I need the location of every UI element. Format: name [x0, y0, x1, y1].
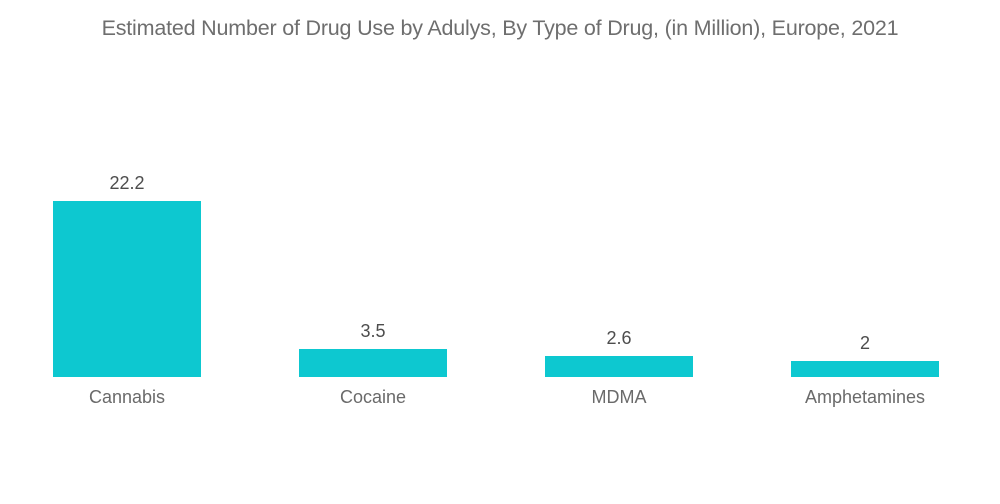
category-label-cannabis: Cannabis: [88, 387, 166, 407]
bar-group-cocaine: 3.5 Cocaine: [250, 0, 496, 407]
category-label-cocaine: Cocaine: [339, 387, 407, 407]
value-label-cannabis: 22.2: [109, 173, 145, 194]
bar-group-amphetamines: 2 Amphetamines: [742, 0, 988, 407]
bar-mdma[interactable]: [545, 356, 693, 377]
value-label-cocaine: 3.5: [360, 321, 386, 342]
bar-group-cannabis: 22.2 Cannabis: [4, 0, 250, 407]
chart-title: Estimated Number of Drug Use by Adulys, …: [101, 16, 899, 40]
bar-group-mdma: 2.6 MDMA: [496, 0, 742, 407]
bar-amphetamines[interactable]: [791, 361, 939, 377]
bar-cocaine[interactable]: [299, 349, 447, 377]
value-label-amphetamines: 2: [859, 333, 870, 354]
category-label-mdma: MDMA: [591, 387, 647, 407]
bar-chart: 22.2 Cannabis 3.5 Cocaine 2.6 MDMA 2 Amphetamin…: [4, 0, 988, 407]
bar-cannabis[interactable]: [53, 201, 201, 377]
value-label-mdma: 2.6: [606, 328, 632, 349]
category-label-amphetamines: Amphetamines: [804, 387, 926, 407]
